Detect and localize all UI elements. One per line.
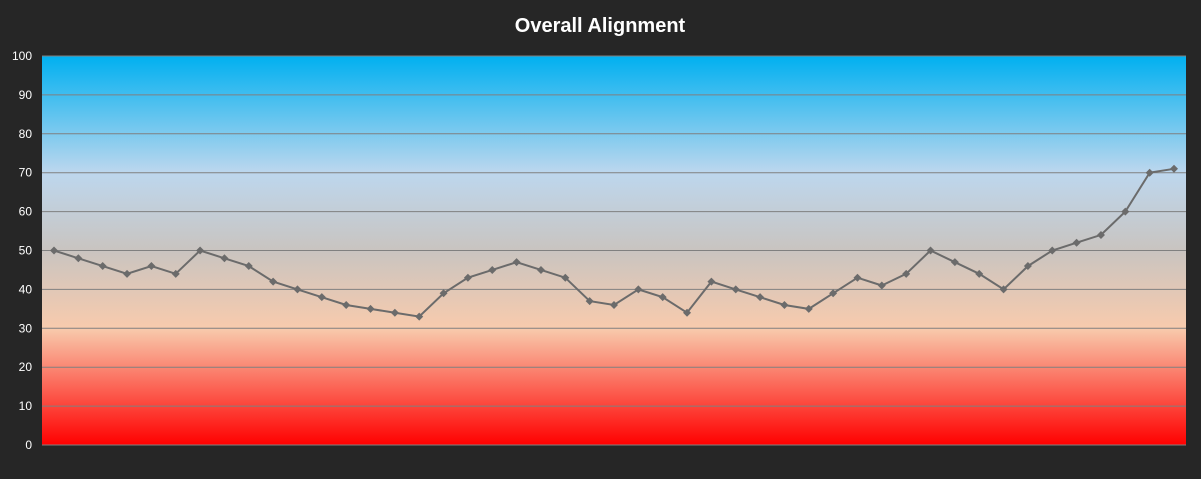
data-point: [853, 273, 862, 282]
data-point: [950, 258, 959, 267]
data-point: [877, 281, 886, 290]
y-tick-label: 40: [19, 282, 33, 296]
data-point: [147, 262, 156, 271]
data-point: [50, 246, 58, 255]
data-point: [415, 312, 424, 321]
y-tick-label: 80: [19, 127, 33, 141]
y-tick-label: 60: [19, 205, 33, 219]
data-point: [74, 254, 83, 263]
data-point: [683, 308, 692, 317]
data-point: [463, 273, 472, 282]
data-point: [342, 300, 351, 309]
data-point: [390, 308, 399, 317]
data-point: [610, 300, 618, 309]
data-point: [171, 269, 180, 278]
data-point: [926, 246, 935, 255]
y-tick-label: 100: [12, 49, 32, 63]
y-tick-label: 90: [19, 88, 33, 102]
y-tick-label: 50: [19, 244, 33, 258]
data-point: [536, 265, 545, 274]
y-tick-label: 70: [19, 166, 33, 180]
data-point: [196, 246, 205, 255]
data-point: [1121, 207, 1130, 216]
data-point: [1096, 230, 1105, 239]
data-point: [512, 258, 521, 267]
data-point: [804, 304, 813, 313]
data-point: [123, 269, 132, 278]
data-point: [731, 285, 740, 294]
data-point: [999, 285, 1008, 294]
data-point: [317, 293, 326, 302]
data-point: [1145, 168, 1154, 177]
data-point: [366, 304, 375, 313]
data-point: [1048, 246, 1057, 255]
data-point: [1023, 262, 1032, 271]
y-axis-tick-labels: 0 10 20 30 40 50 60 70 80 90 100: [12, 49, 32, 452]
data-point: [220, 254, 229, 263]
data-point: [1170, 164, 1178, 173]
y-tick-label: 10: [19, 399, 33, 413]
data-point: [829, 289, 838, 298]
data-point: [98, 262, 107, 271]
data-point: [439, 289, 448, 298]
gridlines: [42, 55, 1186, 446]
data-point: [756, 293, 765, 302]
series: [50, 164, 1178, 321]
data-point: [269, 277, 278, 286]
data-point: [244, 262, 253, 271]
data-point: [488, 265, 497, 274]
data-point: [561, 273, 570, 282]
data-point: [707, 277, 716, 286]
data-point: [634, 285, 643, 294]
data-point: [658, 293, 667, 302]
data-point: [293, 285, 302, 294]
data-point: [1072, 238, 1081, 247]
data-point: [780, 300, 789, 309]
y-tick-label: 0: [25, 438, 32, 452]
data-point: [975, 269, 984, 278]
data-point: [902, 269, 911, 278]
data-point: [585, 297, 594, 306]
y-tick-label: 30: [19, 321, 33, 335]
chart-title: Overall Alignment: [515, 15, 686, 37]
y-tick-label: 20: [19, 360, 33, 374]
